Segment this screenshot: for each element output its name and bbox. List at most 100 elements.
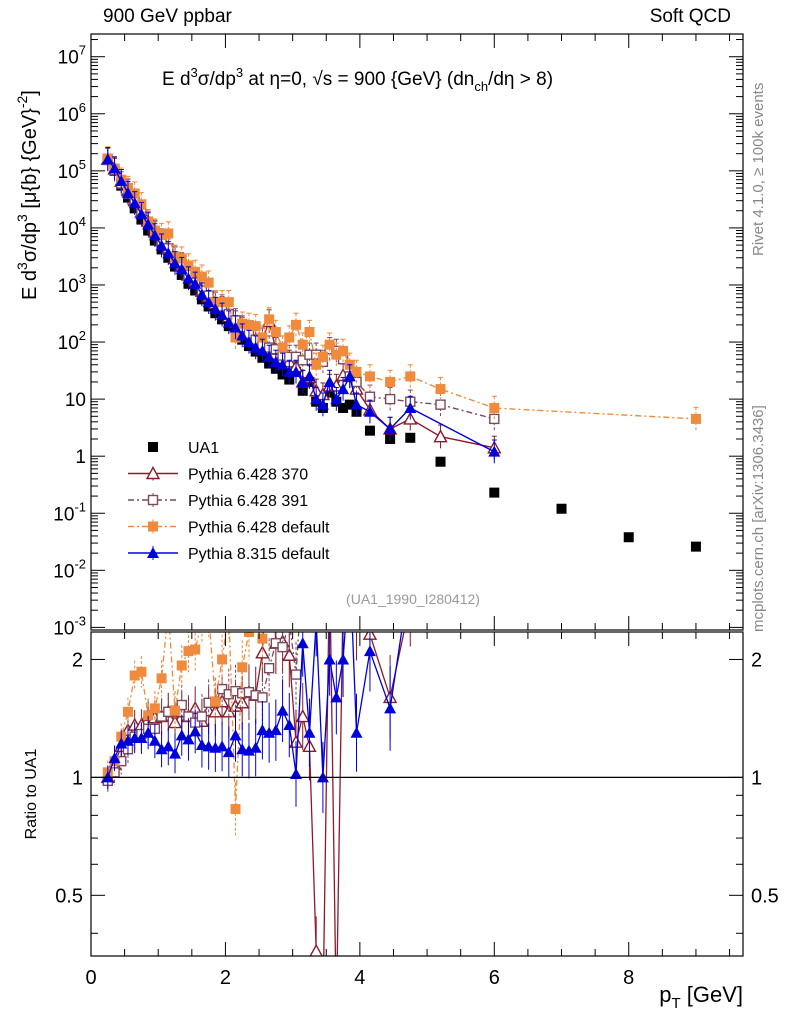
ratio-point xyxy=(295,709,310,723)
legend-label: Pythia 6.428 default xyxy=(188,520,330,537)
data-point xyxy=(243,319,254,330)
ratio-point xyxy=(249,741,262,753)
data-point xyxy=(249,341,262,353)
ratio-point xyxy=(344,579,356,590)
data-point xyxy=(142,218,155,230)
data-point xyxy=(623,532,634,543)
data-point xyxy=(121,186,134,198)
data-point xyxy=(385,376,396,387)
ratio-point xyxy=(351,615,363,626)
ratio-point xyxy=(290,669,302,680)
data-point xyxy=(250,321,261,332)
y-tick-label-main: 107 xyxy=(58,43,86,69)
data-point xyxy=(236,329,249,341)
data-point xyxy=(405,432,416,443)
data-point xyxy=(337,383,350,395)
data-point xyxy=(435,384,446,395)
ratio-point xyxy=(291,449,301,459)
ratio-point xyxy=(345,580,354,589)
ratio-point xyxy=(350,726,363,738)
y-tick-label-main: 102 xyxy=(58,328,86,354)
header-left: 900 GeV ppbar xyxy=(103,6,232,27)
y-tick-label-main: 10 xyxy=(65,390,86,411)
ratio-series-pythia-8-315-default xyxy=(101,632,403,813)
data-point xyxy=(216,308,229,320)
data-point xyxy=(297,339,308,350)
ratio-point xyxy=(108,752,121,764)
ratio-point xyxy=(318,421,328,431)
ratio-point xyxy=(190,644,201,655)
side-label-bottom: mcplots.cern.ch [arXiv:1306.3436] xyxy=(750,405,767,632)
data-point xyxy=(263,350,276,362)
ratio-point xyxy=(148,734,161,746)
data-point xyxy=(338,345,349,356)
data-point xyxy=(690,541,701,552)
y-tick-label-ratio-right: 0.5 xyxy=(751,885,779,907)
ratio-point xyxy=(204,608,214,618)
ratio-point xyxy=(217,654,228,665)
data-point xyxy=(435,456,446,467)
ratio-point xyxy=(490,267,499,276)
ratio-point xyxy=(208,704,223,718)
data-point xyxy=(351,366,362,377)
ratio-point xyxy=(384,702,397,714)
data-point xyxy=(163,228,174,239)
ratio-point xyxy=(323,653,336,665)
data-point xyxy=(317,351,328,362)
data-point xyxy=(338,402,349,413)
ratio-line xyxy=(107,632,264,810)
data-point xyxy=(101,153,114,165)
ratio-point xyxy=(242,744,255,756)
data-point xyxy=(128,197,141,209)
y-tick-label-main: 105 xyxy=(58,157,86,183)
data-point xyxy=(270,327,281,337)
data-point xyxy=(229,321,242,333)
data-point xyxy=(489,402,500,413)
ratio-point xyxy=(175,729,188,741)
x-tick-label: 4 xyxy=(354,967,365,989)
data-point xyxy=(108,162,121,174)
data-point xyxy=(209,302,222,314)
ratio-point xyxy=(236,743,249,755)
legend-marker xyxy=(147,547,159,558)
legend-entry: Pythia 8.315 default xyxy=(128,546,330,563)
ratio-point xyxy=(269,724,282,736)
ratio-point xyxy=(318,457,327,466)
legend-label: Pythia 8.315 default xyxy=(188,546,330,563)
ratio-point xyxy=(129,670,140,681)
ratio-point xyxy=(290,768,303,780)
data-point xyxy=(223,297,234,308)
data-point xyxy=(203,277,214,288)
ratio-point xyxy=(170,705,181,716)
ratio-point xyxy=(169,747,182,759)
y-tick-label-main: 1 xyxy=(75,447,86,468)
ratio-point xyxy=(332,423,341,432)
y-tick-label-ratio-right: 2 xyxy=(751,649,762,671)
ratio-point xyxy=(196,711,208,722)
y-tick-label-main: 10-2 xyxy=(53,556,86,582)
series-pythia-8-315-default xyxy=(101,147,501,464)
ratio-point xyxy=(304,430,314,440)
ratio-point xyxy=(331,449,341,459)
data-point xyxy=(269,355,282,367)
ratio-point xyxy=(189,725,202,737)
ratio-point xyxy=(163,605,173,615)
ratio-point xyxy=(365,541,374,550)
data-point xyxy=(222,316,235,328)
data-point xyxy=(291,319,302,330)
y-tick-label-ratio: 0.5 xyxy=(55,885,83,907)
data-point xyxy=(202,296,215,308)
legend-label: UA1 xyxy=(188,440,219,457)
data-point xyxy=(256,344,269,356)
ratio-point xyxy=(337,653,350,665)
data-point xyxy=(310,393,323,405)
ratio-point xyxy=(489,191,499,201)
data-point xyxy=(195,288,208,300)
ratio-point xyxy=(298,565,307,574)
data-point xyxy=(284,332,295,343)
ratio-point xyxy=(325,474,334,483)
legend-entry: Pythia 6.428 391 xyxy=(128,493,308,510)
ratio-point xyxy=(296,637,309,649)
ratio-point xyxy=(345,499,355,509)
